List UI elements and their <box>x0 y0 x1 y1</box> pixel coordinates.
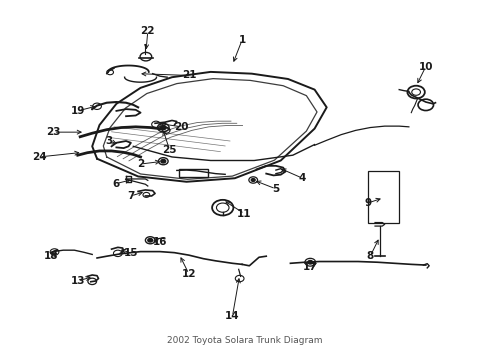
Text: 3: 3 <box>105 136 113 146</box>
Text: 13: 13 <box>70 276 85 286</box>
Text: 4: 4 <box>298 173 305 183</box>
Circle shape <box>147 238 152 242</box>
Text: 19: 19 <box>70 106 85 116</box>
Text: 9: 9 <box>364 198 370 208</box>
Text: 8: 8 <box>366 251 373 261</box>
Text: 24: 24 <box>32 152 46 162</box>
Text: 7: 7 <box>127 191 134 201</box>
Text: 18: 18 <box>44 251 58 261</box>
Text: 23: 23 <box>46 127 61 137</box>
Text: 16: 16 <box>152 237 167 247</box>
Text: 22: 22 <box>140 26 155 36</box>
Text: 25: 25 <box>162 145 177 155</box>
Text: 1: 1 <box>238 35 245 45</box>
Text: 11: 11 <box>237 209 251 219</box>
Text: 10: 10 <box>418 62 432 72</box>
Text: 12: 12 <box>181 269 196 279</box>
Bar <box>367 171 398 222</box>
Text: 21: 21 <box>181 71 196 80</box>
Circle shape <box>161 159 165 163</box>
Text: 17: 17 <box>302 262 316 272</box>
Bar <box>179 169 208 177</box>
Text: 6: 6 <box>113 179 120 189</box>
Text: 15: 15 <box>123 248 138 258</box>
Text: 5: 5 <box>272 184 279 194</box>
Circle shape <box>251 179 255 181</box>
Text: 14: 14 <box>224 311 239 321</box>
Text: 2002 Toyota Solara Trunk Diagram: 2002 Toyota Solara Trunk Diagram <box>166 336 322 345</box>
Circle shape <box>307 260 312 264</box>
Text: 2: 2 <box>137 159 144 169</box>
Circle shape <box>160 125 166 130</box>
Text: 20: 20 <box>174 122 188 132</box>
